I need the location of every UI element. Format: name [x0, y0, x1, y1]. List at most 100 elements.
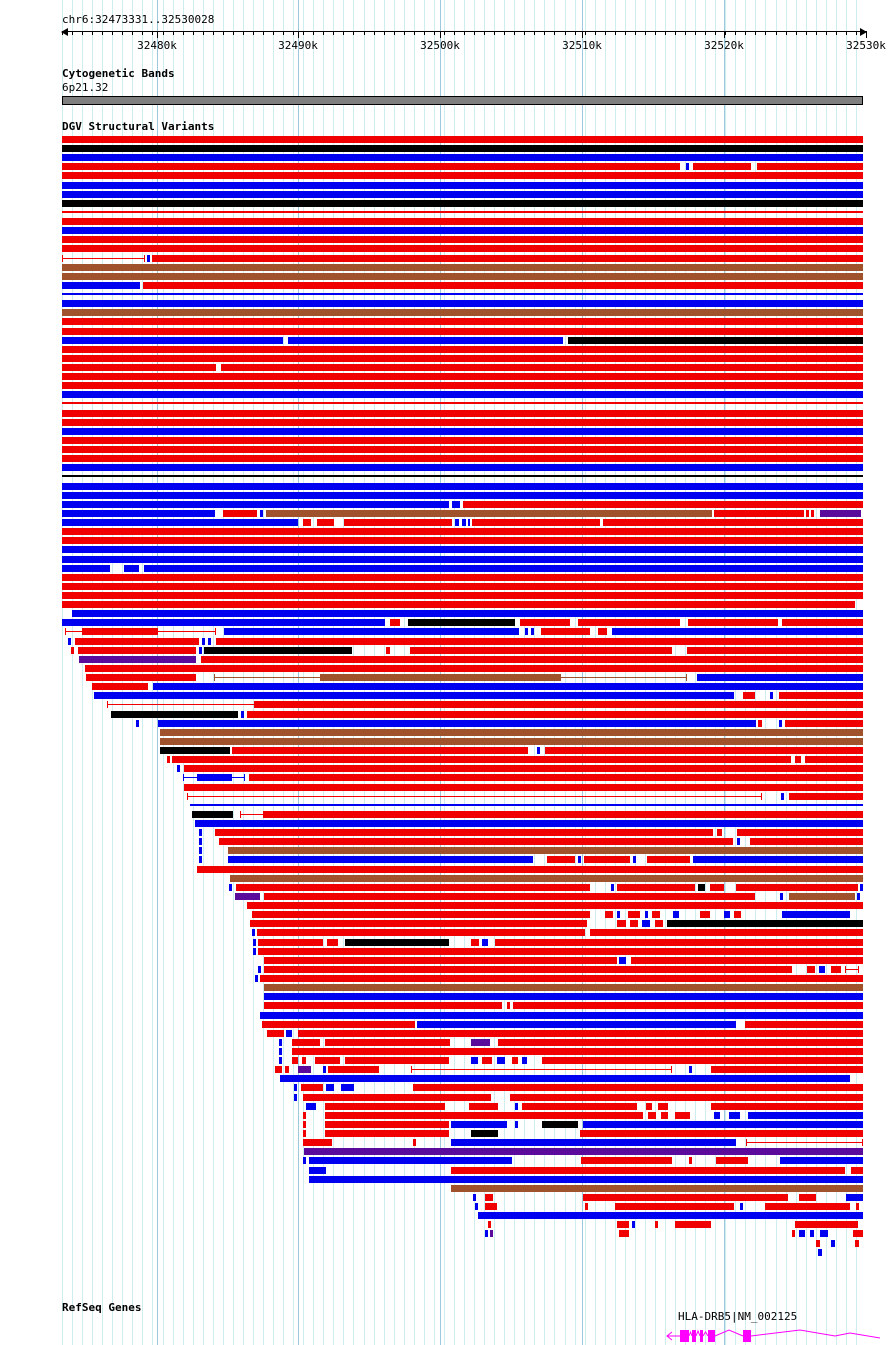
variant-segment[interactable]	[327, 939, 338, 946]
variant-segment[interactable]	[647, 856, 690, 863]
variant-segment[interactable]	[408, 619, 515, 626]
variant-segment[interactable]	[471, 1130, 498, 1137]
variant-segment[interactable]	[860, 884, 863, 891]
variant-segment[interactable]	[152, 255, 863, 262]
variant-segment[interactable]	[693, 856, 863, 863]
variant-segment[interactable]	[320, 674, 561, 681]
variant-segment[interactable]	[62, 428, 863, 435]
variant-segment[interactable]	[583, 1121, 863, 1128]
variant-segment[interactable]	[611, 884, 614, 891]
variant-segment[interactable]	[686, 163, 689, 170]
variant-segment[interactable]	[62, 300, 863, 307]
variant-row[interactable]	[0, 838, 890, 845]
variant-segment[interactable]	[258, 966, 261, 973]
variant-row[interactable]	[0, 464, 890, 471]
variant-segment[interactable]	[62, 200, 863, 207]
variant-segment[interactable]	[264, 966, 792, 973]
variant-segment[interactable]	[62, 282, 140, 289]
variant-segment[interactable]	[482, 939, 488, 946]
variant-segment[interactable]	[258, 939, 323, 946]
variant-segment[interactable]	[124, 565, 139, 572]
variant-segment[interactable]	[520, 619, 570, 626]
variant-segment[interactable]	[160, 738, 863, 745]
variant-segment[interactable]	[473, 1194, 476, 1201]
variant-segment[interactable]	[62, 245, 863, 252]
variant-segment[interactable]	[260, 510, 263, 517]
variant-segment[interactable]	[301, 1084, 323, 1091]
variant-segment[interactable]	[303, 1094, 491, 1101]
variant-segment[interactable]	[62, 227, 863, 234]
variant-segment[interactable]	[326, 1084, 334, 1091]
variant-segment[interactable]	[724, 911, 730, 918]
variant-segment[interactable]	[71, 647, 74, 654]
variant-segment[interactable]	[62, 556, 863, 563]
variant-segment[interactable]	[714, 510, 804, 517]
variant-row[interactable]	[0, 346, 890, 353]
variant-segment[interactable]	[253, 939, 256, 946]
variant-row[interactable]	[0, 920, 890, 927]
variant-segment[interactable]	[199, 829, 202, 836]
variant-segment[interactable]	[780, 893, 783, 900]
variant-row[interactable]	[0, 984, 890, 991]
variant-segment[interactable]	[785, 720, 863, 727]
variant-segment[interactable]	[62, 172, 863, 179]
variant-segment[interactable]	[264, 984, 863, 991]
variant-segment[interactable]	[236, 884, 590, 891]
variant-row[interactable]	[0, 428, 890, 435]
variant-segment[interactable]	[264, 811, 863, 818]
variant-segment[interactable]	[413, 1084, 863, 1091]
variant-segment[interactable]	[62, 455, 863, 462]
variant-segment[interactable]	[795, 1221, 858, 1228]
variant-segment[interactable]	[62, 528, 863, 535]
variant-whisker[interactable]	[411, 1069, 672, 1070]
variant-whisker[interactable]	[107, 704, 255, 705]
variant-segment[interactable]	[642, 920, 650, 927]
variant-segment[interactable]	[267, 1030, 284, 1037]
variant-segment[interactable]	[490, 1230, 493, 1237]
variant-row[interactable]	[0, 492, 890, 499]
variant-segment[interactable]	[652, 911, 660, 918]
variant-segment[interactable]	[542, 1121, 578, 1128]
variant-segment[interactable]	[85, 665, 863, 672]
variant-segment[interactable]	[451, 1139, 736, 1146]
variant-row[interactable]	[0, 765, 890, 772]
variant-row[interactable]	[0, 227, 890, 234]
variant-row[interactable]	[0, 1021, 890, 1028]
variant-segment[interactable]	[62, 264, 863, 271]
variant-segment[interactable]	[522, 1057, 527, 1064]
variant-segment[interactable]	[617, 1221, 629, 1228]
variant-segment[interactable]	[62, 574, 863, 581]
variant-segment[interactable]	[247, 902, 863, 909]
variant-row[interactable]	[0, 218, 890, 225]
variant-segment[interactable]	[62, 492, 863, 499]
variant-row[interactable]	[0, 300, 890, 307]
variant-segment[interactable]	[736, 884, 858, 891]
variant-segment[interactable]	[258, 948, 863, 955]
variant-segment[interactable]	[292, 1057, 298, 1064]
variant-segment[interactable]	[232, 747, 528, 754]
variant-segment[interactable]	[855, 1240, 859, 1247]
variant-segment[interactable]	[598, 628, 607, 635]
variant-segment[interactable]	[204, 647, 352, 654]
variant-segment[interactable]	[94, 692, 734, 699]
variant-row[interactable]	[0, 793, 890, 800]
variant-segment[interactable]	[224, 628, 519, 635]
variant-segment[interactable]	[711, 1066, 863, 1073]
variant-row[interactable]	[0, 1084, 890, 1091]
variant-segment[interactable]	[781, 793, 784, 800]
variant-row[interactable]	[0, 711, 890, 718]
variant-segment[interactable]	[303, 519, 311, 526]
variant-line[interactable]	[62, 475, 863, 477]
variant-segment[interactable]	[62, 373, 863, 380]
variant-segment[interactable]	[192, 811, 233, 818]
variant-segment[interactable]	[160, 729, 863, 736]
variant-segment[interactable]	[745, 1021, 863, 1028]
variant-row[interactable]	[0, 1130, 890, 1137]
variant-segment[interactable]	[62, 510, 215, 517]
variant-segment[interactable]	[451, 1121, 507, 1128]
variant-segment[interactable]	[62, 601, 855, 608]
variant-segment[interactable]	[782, 619, 863, 626]
variant-segment[interactable]	[62, 437, 863, 444]
variant-row[interactable]	[0, 446, 890, 453]
variant-row[interactable]	[0, 328, 890, 335]
